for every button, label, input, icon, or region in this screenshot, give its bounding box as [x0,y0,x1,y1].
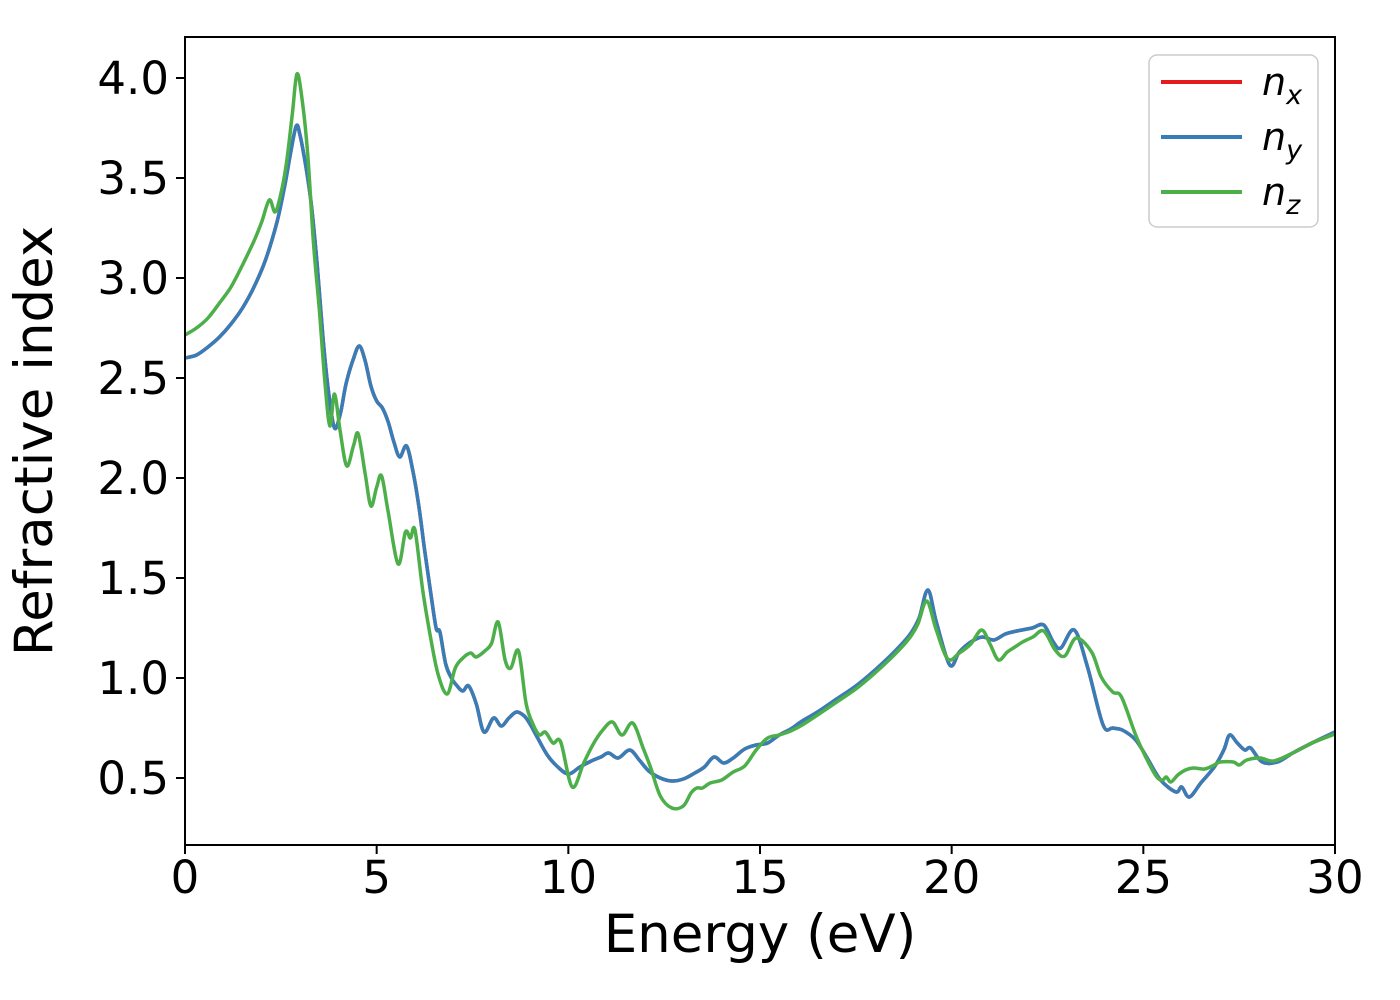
y-tick-label: 4.0 [97,52,169,105]
x-tick-label: 10 [540,851,597,904]
legend-label-n_x: nx [1262,60,1303,111]
legend-label-n_y: ny [1262,115,1303,166]
x-tick-label: 15 [731,851,788,904]
x-tick-label: 5 [362,851,391,904]
y-tick-label: 2.5 [97,352,169,405]
x-tick-label: 0 [171,851,200,904]
y-tick-label: 3.5 [97,152,169,205]
y-tick-label: 1.0 [97,652,169,705]
axes-layer: 0 5 10 15 20 25 30 0.5 1.0 1.5 2.0 2.5 3.0 3.5 4.0 [97,52,1363,904]
y-tick-label: 1.5 [97,552,169,605]
series-line-n_y [185,123,1335,799]
series-layer [185,71,1335,811]
legend-label-n_z: nz [1262,170,1301,221]
series-line-n_z [185,71,1335,811]
legend-box [1148,54,1319,228]
y-tick-label: 2.0 [97,452,169,505]
y-tick-label: 0.5 [97,752,169,805]
y-axis-label: Refractive index [4,226,65,656]
y-tick-label: 3.0 [97,252,169,305]
plot-frame [184,36,1336,846]
x-tick-label: 20 [923,851,980,904]
x-tick-label: 30 [1306,851,1363,904]
x-tick-label: 25 [1115,851,1172,904]
x-axis-label: Energy (eV) [604,904,917,965]
